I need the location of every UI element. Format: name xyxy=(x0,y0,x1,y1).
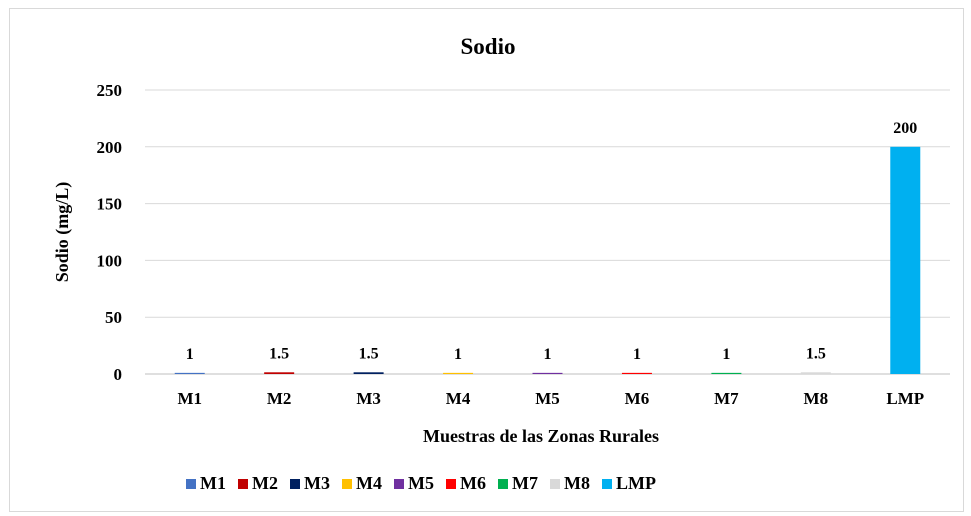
x-tick-label: M6 xyxy=(625,389,650,408)
legend-swatch xyxy=(550,479,560,489)
data-label: 1.5 xyxy=(269,345,289,362)
bar-m1 xyxy=(174,372,205,374)
legend-label: M1 xyxy=(200,473,226,493)
y-tick-label: 0 xyxy=(114,365,123,384)
legend-label: LMP xyxy=(616,473,656,493)
x-tick-label: LMP xyxy=(886,389,924,408)
legend-item-m3: M3 xyxy=(290,473,330,493)
bar-m8 xyxy=(800,372,831,374)
y-tick-label: 50 xyxy=(105,308,122,327)
legend-label: M2 xyxy=(252,473,278,493)
bars xyxy=(174,146,921,374)
data-labels: 1 1.5 1.5 1 1 1 1 1.5 200 xyxy=(186,120,918,363)
y-axis-ticks: 0 50 100 150 200 250 xyxy=(97,81,123,384)
x-tick-label: M2 xyxy=(267,389,292,408)
data-label: 1 xyxy=(722,346,730,363)
x-tick-label: M5 xyxy=(535,389,560,408)
legend-swatch xyxy=(394,479,404,489)
legend-item-m1: M1 xyxy=(186,473,226,493)
data-label: 1 xyxy=(186,346,194,363)
data-label: 1.5 xyxy=(359,345,379,362)
bar-m5 xyxy=(532,372,563,374)
y-tick-label: 100 xyxy=(97,251,123,270)
bar-m3 xyxy=(353,372,384,374)
legend-swatch xyxy=(342,479,352,489)
legend-label: M3 xyxy=(304,473,330,493)
legend-item-lmp: LMP xyxy=(602,473,656,493)
bar-m7 xyxy=(711,372,742,374)
legend-swatch xyxy=(238,479,248,489)
legend-label: M6 xyxy=(460,473,486,493)
x-tick-label: M1 xyxy=(177,389,202,408)
x-tick-label: M3 xyxy=(356,389,381,408)
legend-label: M4 xyxy=(356,473,382,493)
legend-label: M5 xyxy=(408,473,434,493)
legend-item-m4: M4 xyxy=(342,473,382,493)
legend-label: M7 xyxy=(512,473,538,493)
legend-item-m6: M6 xyxy=(446,473,486,493)
legend: M1 M2 M3 M4 M5 M6 M7 M8 LMP xyxy=(186,473,656,493)
legend-swatch xyxy=(602,479,612,489)
legend-item-m2: M2 xyxy=(238,473,278,493)
data-label: 200 xyxy=(893,120,917,137)
legend-swatch xyxy=(186,479,196,489)
x-axis-ticks: M1 M2 M3 M4 M5 M6 M7 M8 LMP xyxy=(177,389,924,408)
legend-item-m5: M5 xyxy=(394,473,434,493)
legend-swatch xyxy=(446,479,456,489)
y-tick-label: 150 xyxy=(97,195,123,214)
data-label: 1 xyxy=(544,346,552,363)
chart-title: Sodio xyxy=(461,34,516,59)
y-tick-label: 250 xyxy=(97,81,123,100)
gridlines xyxy=(145,89,950,375)
x-tick-label: M7 xyxy=(714,389,739,408)
legend-label: M8 xyxy=(564,473,590,493)
x-tick-label: M8 xyxy=(804,389,829,408)
bar-m2 xyxy=(264,372,295,374)
legend-item-m8: M8 xyxy=(550,473,590,493)
bar-m4 xyxy=(443,372,474,374)
x-tick-label: M4 xyxy=(446,389,471,408)
legend-swatch xyxy=(290,479,300,489)
data-label: 1 xyxy=(454,346,462,363)
legend-swatch xyxy=(498,479,508,489)
data-label: 1 xyxy=(633,346,641,363)
y-axis-title: Sodio (mg/L) xyxy=(52,182,73,283)
bar-lmp xyxy=(890,146,921,374)
y-tick-label: 200 xyxy=(97,138,123,157)
bar-m6 xyxy=(621,372,652,374)
legend-item-m7: M7 xyxy=(498,473,538,493)
data-label: 1.5 xyxy=(806,345,826,362)
x-axis-title: Muestras de las Zonas Rurales xyxy=(423,426,659,446)
